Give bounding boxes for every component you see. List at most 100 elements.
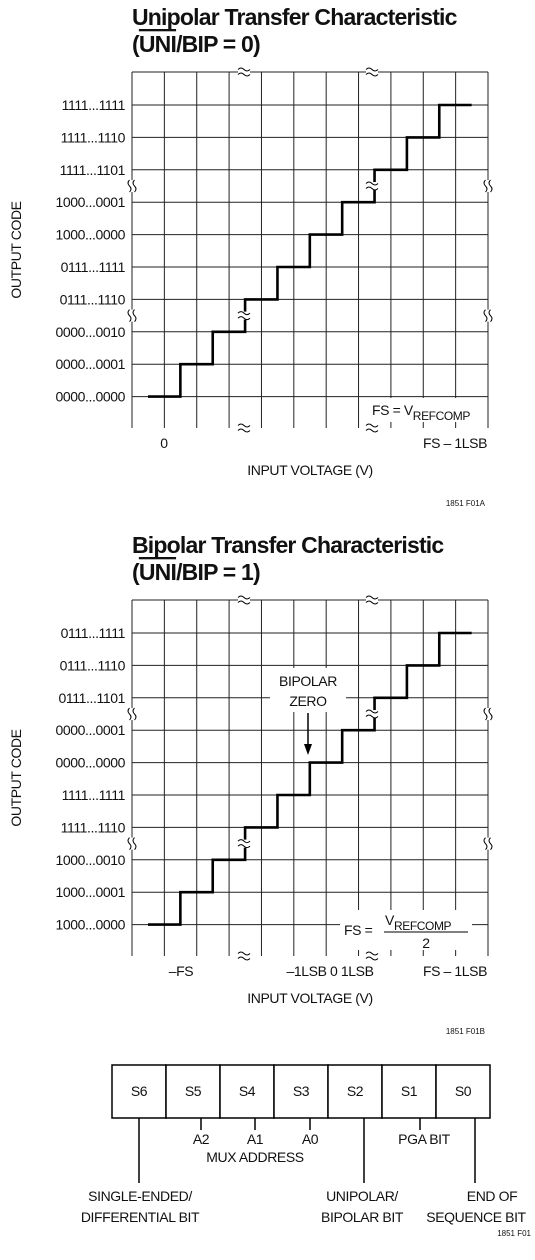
break-gap [484, 708, 492, 720]
fs-label-bg [365, 398, 475, 422]
register-cell [273, 1064, 329, 1119]
break-mark [365, 951, 379, 956]
break-gap [238, 311, 250, 320]
register-cell [435, 1064, 491, 1119]
break-mark [365, 181, 379, 186]
figure-title: Bipolar Transfer Characteristic [132, 532, 444, 558]
break-gap [238, 424, 250, 432]
register-cell [111, 1064, 167, 1119]
break-mark [237, 600, 251, 605]
transfer-staircase [148, 103, 472, 398]
break-gap [238, 839, 250, 848]
break-mark [365, 714, 379, 719]
break-gap [366, 182, 378, 190]
fs-v: V [385, 912, 395, 928]
y-tick-label: 0111...1110 [60, 291, 126, 307]
break-mark [483, 179, 488, 193]
condition-part: ( [132, 31, 140, 57]
y-tick-label: 0000...0001 [55, 722, 125, 738]
break-mark [488, 179, 493, 193]
break-mark [237, 423, 251, 428]
figure-title: Unipolar Transfer Characteristic [132, 4, 458, 30]
break-mark [132, 837, 137, 850]
break-gap [238, 952, 250, 960]
break-mark [132, 179, 137, 193]
fs-label: FS = VREFCOMP [372, 402, 470, 423]
condition-part: ( [132, 559, 140, 585]
break-mark [132, 309, 137, 322]
break-gap [238, 68, 250, 76]
y-axis-label: OUTPUT CODE [8, 729, 24, 826]
break-mark [365, 956, 379, 961]
arrow-head [304, 744, 312, 755]
register-cell [381, 1064, 437, 1119]
break-mark [237, 956, 251, 961]
condition-part: UNI [139, 31, 176, 57]
annotation-bg [270, 668, 346, 712]
y-tick-label: 0000...0000 [55, 755, 125, 771]
bit-label: DIFFERENTIAL BIT [81, 1209, 200, 1225]
y-tick-label: 1111...1110 [61, 129, 126, 145]
charts: 1111...1111 1111...1110 1111...1101 1000...… [8, 67, 493, 1036]
bit-label: SINGLE-ENDED/ [88, 1188, 192, 1204]
break-mark [488, 309, 493, 322]
y-tick-label: 1000...0001 [55, 194, 125, 210]
cell-label: S1 [401, 1083, 418, 1099]
break-gap [484, 837, 492, 850]
fs-subscript: REFCOMP [413, 409, 471, 423]
break-mark [237, 316, 251, 321]
fs-denominator: 2 [422, 935, 430, 951]
condition-part: UNI [139, 559, 176, 585]
cell-label: S6 [131, 1083, 148, 1099]
figure-condition: (UNI/BIP = 1) [132, 559, 260, 585]
break-mark [365, 709, 379, 714]
y-tick-label: 1111...1111 [62, 787, 126, 803]
transfer-staircase [148, 631, 472, 926]
y-tick-label: 0000...0010 [55, 324, 125, 340]
break-mark [365, 600, 379, 605]
transfer-chart: 1111...1111 1111...1110 1111...1101 1000...… [8, 67, 493, 508]
cell-label: S3 [293, 1083, 310, 1099]
y-tick-label: 1111...1111 [62, 97, 126, 113]
break-mark [365, 423, 379, 428]
break-mark [365, 186, 379, 191]
break-mark [237, 311, 251, 316]
annotation: ZERO [289, 693, 327, 709]
y-tick-label: 1111...1101 [60, 162, 126, 178]
register-cell [165, 1064, 221, 1119]
figure-id: 1851 F01B [446, 1027, 485, 1036]
break-gap [366, 68, 378, 76]
address-bit: A0 [302, 1131, 319, 1147]
break-gap [484, 180, 492, 192]
break-mark [488, 837, 493, 850]
x-tick-label: –FS [169, 963, 194, 979]
break-mark [237, 72, 251, 77]
break-mark [365, 595, 379, 600]
mux-label: MUX ADDRESS [206, 1149, 304, 1165]
fs-subscript: REFCOMP [394, 919, 452, 933]
break-gap [238, 596, 250, 604]
y-tick-label: 1000...0000 [55, 917, 125, 933]
register-cell [219, 1064, 275, 1119]
fs-label: FS = [344, 922, 373, 938]
register: S6 S5 S4 S3 S2 S1 S0 [111, 1064, 491, 1183]
pga-label: PGA BIT [398, 1131, 451, 1147]
break-mark [488, 707, 493, 721]
break-mark [365, 428, 379, 433]
address-bit: A1 [247, 1131, 264, 1147]
break-mark [237, 839, 251, 844]
break-mark [237, 595, 251, 600]
break-gap [128, 180, 136, 192]
annotation: BIPOLAR [279, 673, 337, 689]
y-tick-label: 1000...0000 [55, 227, 125, 243]
transfer-chart: 0111...1111 0111...1110 0111...1101 0000...… [8, 595, 493, 1036]
bit-label: END OF [467, 1188, 518, 1204]
break-gap [128, 837, 136, 850]
y-tick-label: 1000...0010 [55, 852, 125, 868]
break-mark [127, 707, 132, 721]
condition-part: /BIP = 0) [176, 31, 260, 57]
fs-label-bg [340, 910, 472, 950]
cell-label: S4 [239, 1083, 256, 1099]
break-gap [484, 309, 492, 322]
